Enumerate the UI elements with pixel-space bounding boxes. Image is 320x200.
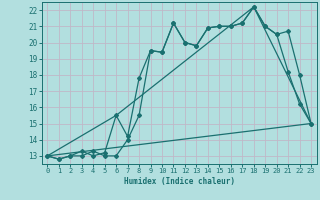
X-axis label: Humidex (Indice chaleur): Humidex (Indice chaleur) bbox=[124, 177, 235, 186]
